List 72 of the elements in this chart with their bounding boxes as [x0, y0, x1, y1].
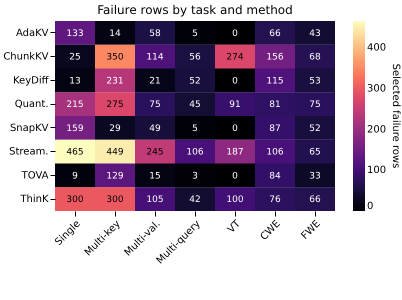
- y-tick-label: ChunkKV: [3, 52, 49, 63]
- data-label: 3: [192, 171, 198, 182]
- data-label: 215: [66, 100, 84, 110]
- data-label: 231: [106, 76, 124, 86]
- data-label: 106: [186, 148, 204, 158]
- data-label: 52: [309, 124, 321, 134]
- data-label: 66: [269, 28, 281, 39]
- data-label: 66: [309, 195, 321, 206]
- data-label: 76: [269, 195, 281, 206]
- data-label: 0: [232, 76, 238, 86]
- data-label: 75: [149, 100, 161, 110]
- data-label: 81: [269, 100, 281, 110]
- data-label: 156: [266, 52, 284, 63]
- chart-title: Failure rows by task and method: [97, 3, 293, 17]
- data-label: 49: [149, 124, 161, 134]
- y-tick-label: Quant.: [14, 99, 48, 110]
- x-tick-label: VT: [226, 218, 244, 236]
- data-label: 45: [189, 100, 201, 110]
- y-tick-label: AdaKV: [16, 28, 49, 39]
- data-label: 91: [229, 100, 241, 110]
- data-label: 5: [192, 124, 198, 134]
- data-label: 65: [309, 148, 321, 158]
- data-label: 0: [232, 124, 238, 134]
- data-label: 245: [146, 148, 164, 158]
- y-tick-label: SnapKV: [10, 122, 49, 134]
- data-label: 0: [232, 28, 238, 39]
- data-label: 29: [109, 124, 121, 134]
- data-label: 115: [266, 76, 284, 86]
- color-bar-label: 100: [367, 165, 386, 176]
- data-label: 75: [309, 100, 321, 110]
- y-tick-label: ThinK: [19, 194, 49, 206]
- y-tick-label: KeyDiff: [13, 75, 50, 86]
- data-label: 42: [189, 195, 201, 206]
- y-tick-label: TOVA: [20, 170, 49, 182]
- data-label: 21: [149, 76, 161, 86]
- data-label: 33: [309, 171, 321, 182]
- data-label: 14: [109, 28, 121, 39]
- data-label: 53: [309, 76, 321, 86]
- color-bar-label: 300: [367, 83, 386, 94]
- color-bar-label: 200: [367, 124, 386, 136]
- color-bar-label: 0: [367, 201, 374, 212]
- data-label: 87: [269, 124, 281, 134]
- data-label: 0: [232, 171, 238, 182]
- data-label: 133: [66, 28, 84, 39]
- data-label: 52: [189, 76, 201, 86]
- data-label: 68: [309, 52, 321, 63]
- data-label: 5: [192, 28, 198, 39]
- data-label: 15: [149, 171, 161, 182]
- data-label: 84: [269, 171, 281, 182]
- y-tick-label: Stream.: [9, 146, 48, 158]
- color-bar-title: Selected failure rows: [390, 64, 401, 168]
- data-label: 43: [309, 28, 321, 39]
- data-label: 129: [106, 171, 124, 182]
- data-label: 300: [66, 195, 84, 206]
- data-label: 114: [146, 52, 164, 63]
- data-label: 105: [146, 195, 164, 206]
- data-label: 58: [149, 28, 161, 39]
- data-label: 56: [189, 52, 201, 63]
- data-label: 106: [266, 148, 284, 158]
- data-label: 300: [106, 195, 124, 206]
- data-label: 275: [106, 100, 124, 110]
- data-label: 159: [66, 124, 84, 134]
- data-label: 274: [226, 52, 244, 63]
- data-label: 449: [106, 148, 124, 158]
- data-label: 187: [226, 148, 244, 158]
- data-label: 9: [72, 171, 78, 182]
- data-label: 100: [226, 195, 244, 206]
- data-label: 350: [106, 52, 124, 63]
- data-label: 25: [69, 52, 81, 63]
- color-bar-label: 400: [367, 42, 386, 54]
- data-label: 465: [66, 148, 84, 158]
- data-label: 13: [69, 76, 81, 86]
